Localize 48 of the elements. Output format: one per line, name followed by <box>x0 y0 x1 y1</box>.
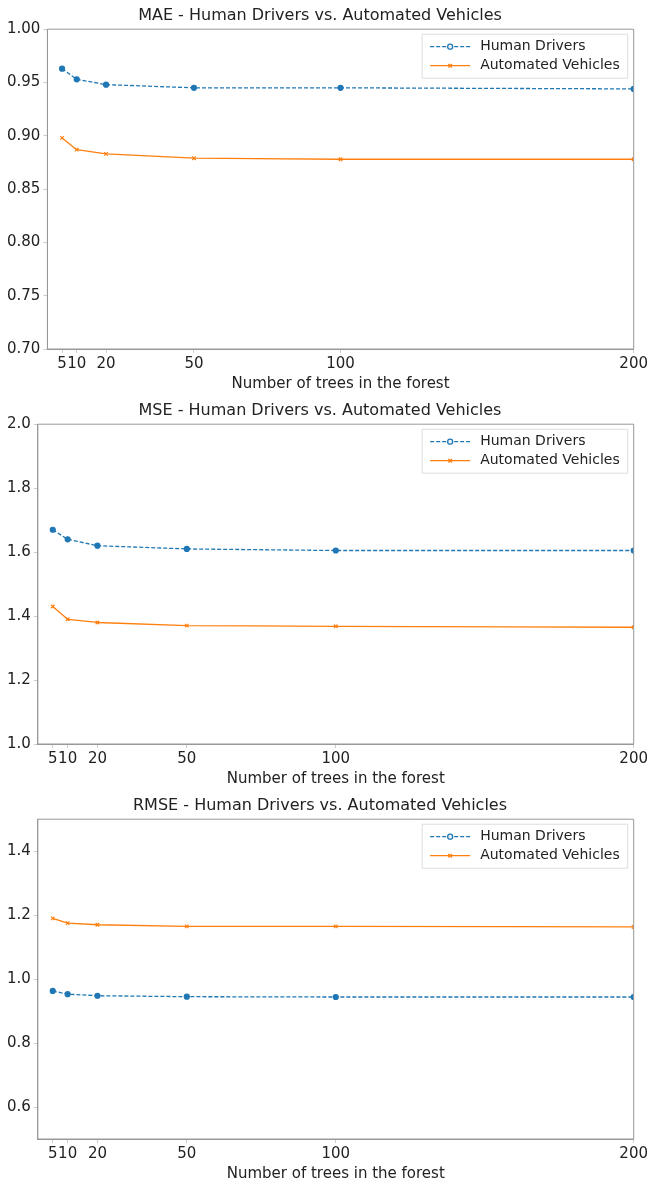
x-tick-label: 200 <box>619 1143 649 1162</box>
x-tick-label: 20 <box>87 748 107 767</box>
y-tick-label: 1.2 <box>7 669 31 688</box>
x-tick-label: 200 <box>619 353 649 372</box>
y-tick-label: 0.75 <box>6 285 41 304</box>
y-tick-label: 2.0 <box>7 414 31 433</box>
y-tick-label: 0.90 <box>6 125 41 144</box>
legend-label: Human Drivers <box>480 432 586 449</box>
x-tick-label: 50 <box>184 353 204 372</box>
legend-label: Automated Vehicles <box>480 56 620 73</box>
chart-title: MAE - Human Drivers vs. Automated Vehicles <box>138 4 502 24</box>
y-tick-label: 0.80 <box>6 232 41 251</box>
x-tick-label: 100 <box>321 748 351 767</box>
x-tick-label: 200 <box>619 748 649 767</box>
y-tick-label: 1.6 <box>7 542 31 561</box>
legend-label: Automated Vehicles <box>480 846 620 863</box>
y-tick-label: 1.0 <box>7 968 31 987</box>
x-tick-label: 10 <box>58 748 78 767</box>
y-tick-label: 0.95 <box>6 72 41 91</box>
y-tick-label: 0.70 <box>6 338 41 357</box>
x-axis-title: Number of trees in the forest <box>226 768 445 787</box>
y-tick-label: 1.8 <box>7 478 31 497</box>
y-tick-label: 1.4 <box>7 841 31 860</box>
x-tick-label: 5 <box>47 748 58 767</box>
y-tick-label: 0.8 <box>7 1032 31 1051</box>
y-tick-label: 1.2 <box>7 905 31 924</box>
x-tick-label: 5 <box>47 1143 58 1162</box>
x-tick-label: 100 <box>321 1143 351 1162</box>
x-tick-label: 20 <box>87 1143 107 1162</box>
x-tick-label: 50 <box>177 748 197 767</box>
y-tick-label: 0.6 <box>7 1096 31 1115</box>
x-tick-label: 50 <box>177 1143 197 1162</box>
chart-title: MSE - Human Drivers vs. Automated Vehicles <box>138 399 502 419</box>
x-tick-label: 5 <box>57 353 67 372</box>
chart-title: RMSE - Human Drivers vs. Automated Vehicles <box>132 794 508 814</box>
x-tick-label: 10 <box>67 353 87 372</box>
x-axis-title: Number of trees in the forest <box>231 373 450 392</box>
y-tick-label: 1.0 <box>7 733 31 752</box>
x-axis-title: Number of trees in the forest <box>226 1163 445 1182</box>
y-tick-label: 0.85 <box>6 178 41 197</box>
y-tick-label: 1.00 <box>6 19 41 38</box>
legend-label: Human Drivers <box>480 37 586 54</box>
x-tick-label: 20 <box>96 353 116 372</box>
x-tick-label: 100 <box>326 353 355 372</box>
y-tick-label: 1.4 <box>7 605 31 624</box>
legend-label: Human Drivers <box>480 827 586 844</box>
legend-label: Automated Vehicles <box>480 451 620 468</box>
x-tick-label: 10 <box>58 1143 78 1162</box>
